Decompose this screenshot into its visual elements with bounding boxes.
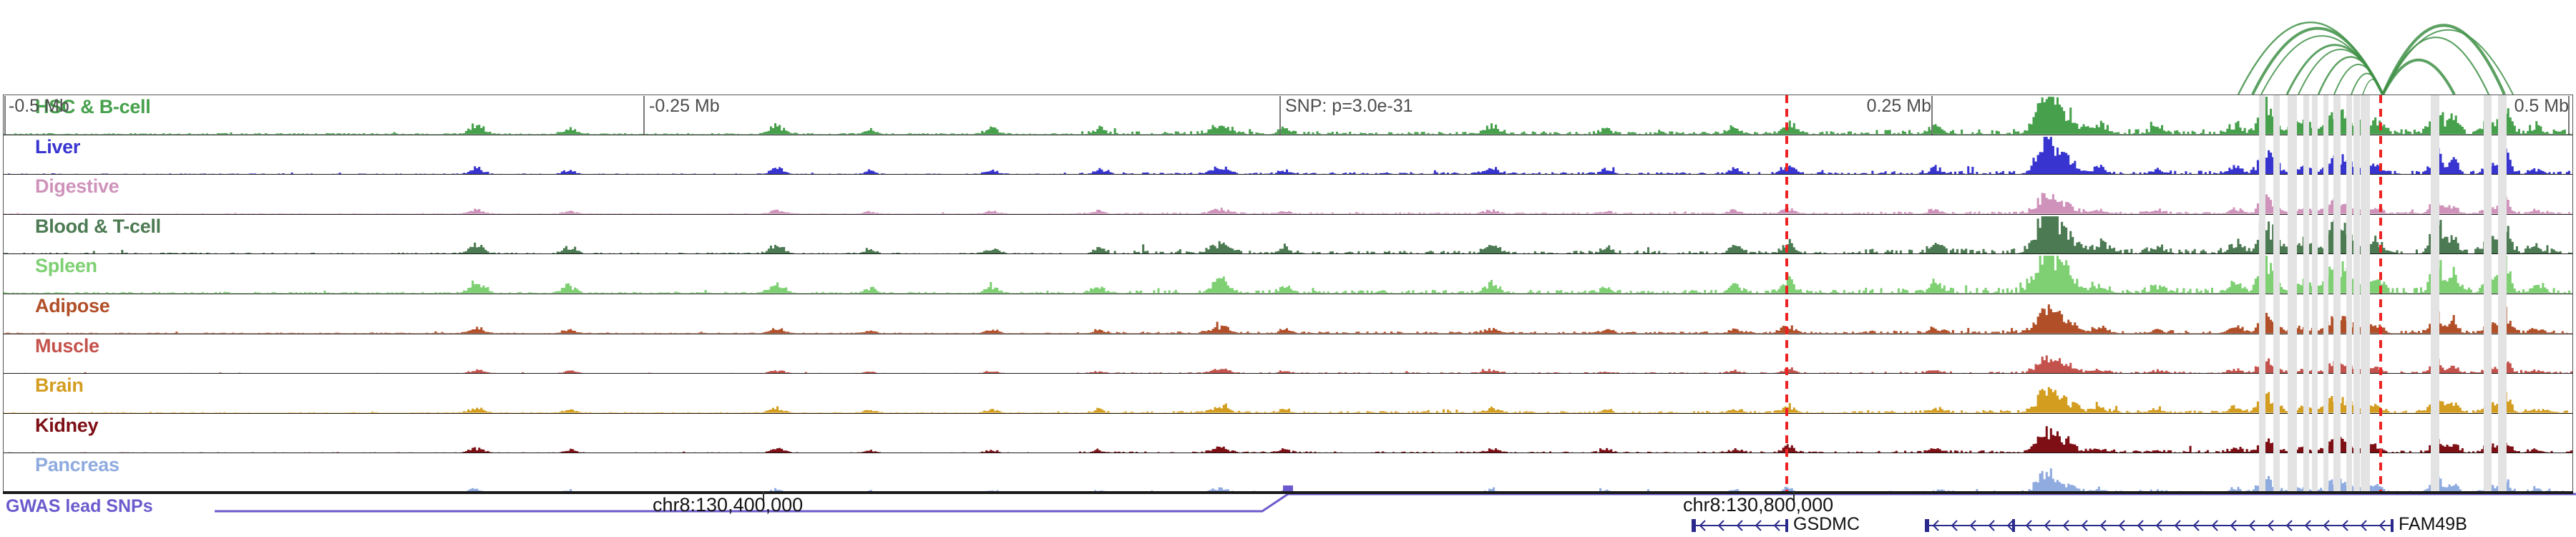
- interaction-arc: [2362, 79, 2384, 95]
- gene-end-cap: [1785, 519, 1788, 532]
- gene-strand-arrow: [2174, 520, 2181, 531]
- track-row-kidney[interactable]: Kidney: [4, 414, 2572, 454]
- gene-strand-arrow: [1988, 520, 1995, 531]
- chromatin-interaction-arcs: [2237, 21, 2514, 95]
- signal-histogram-hsc-b-cell: [4, 97, 2572, 135]
- signal-histogram-kidney: [4, 425, 2572, 453]
- gene-strand-arrow: [1699, 520, 1706, 531]
- gwas-lead-snp-marker[interactable]: [1283, 485, 1293, 493]
- interaction-arc: [2381, 58, 2456, 95]
- track-row-digestive[interactable]: Digestive: [4, 175, 2572, 215]
- gwas-lead-snps-label: GWAS lead SNPs: [6, 496, 153, 516]
- gene-strand-arrow: [2323, 520, 2330, 531]
- gene-strand-arrow: [2192, 520, 2200, 531]
- gene-strand-arrow: [2248, 520, 2255, 531]
- axis-tick: [763, 491, 764, 503]
- interaction-arc: [2382, 29, 2514, 95]
- gene-exon: [1692, 519, 1696, 532]
- signal-histogram-spleen: [4, 256, 2572, 294]
- gene-name-gsdmc[interactable]: GSDMC: [1793, 514, 1860, 534]
- gwas-signal-line: [215, 493, 2576, 513]
- gene-strand-arrow: [2155, 520, 2162, 531]
- track-row-adipose[interactable]: Adipose: [4, 294, 2572, 334]
- gene-strand-arrow: [2230, 520, 2237, 531]
- axis-coordinate-label: chr8:130,400,000: [653, 494, 804, 516]
- gene-strand-arrow: [2379, 520, 2386, 531]
- gene-strand-arrow: [1773, 520, 1780, 531]
- track-rows-container: HSC & B-cell Liver Digestive Blood & T-cell…: [4, 95, 2572, 492]
- signal-histogram-pancreas: [467, 468, 2566, 492]
- gene-end-cap: [2391, 519, 2394, 532]
- track-row-muscle[interactable]: Muscle: [4, 334, 2572, 374]
- gene-strand-arrow: [2304, 520, 2311, 531]
- gene-strand-arrow: [1717, 520, 1724, 531]
- track-row-hsc-b-cell[interactable]: HSC & B-cell: [4, 95, 2572, 135]
- gene-exon: [1925, 519, 1929, 532]
- gene-strand-arrow: [2006, 520, 2014, 531]
- gene-annotation-track: [1692, 519, 2394, 532]
- track-row-liver[interactable]: Liver: [4, 135, 2572, 175]
- axis-coordinate-label: chr8:130,800,000: [1683, 494, 1834, 516]
- signal-histogram-liver: [4, 136, 2572, 175]
- track-row-spleen[interactable]: Spleen: [4, 254, 2572, 294]
- genome-axis-line: [3, 491, 2573, 494]
- gene-name-fam49b[interactable]: FAM49B: [2399, 514, 2467, 534]
- track-row-blood-t-cell[interactable]: Blood & T-cell: [4, 215, 2572, 255]
- gene-strand-arrow: [2267, 520, 2274, 531]
- gene-strand-arrow: [1932, 520, 1939, 531]
- axis-tick: [1793, 491, 1795, 503]
- gene-strand-arrow: [2099, 520, 2107, 531]
- gene-strand-arrow: [2081, 520, 2088, 531]
- gene-strand-arrow: [2360, 520, 2367, 531]
- gene-strand-arrow: [2341, 520, 2348, 531]
- track-row-brain[interactable]: Brain: [4, 374, 2572, 414]
- gene-strand-arrow: [2062, 520, 2069, 531]
- gene-strand-arrow: [1969, 520, 1976, 531]
- gene-strand-arrow: [1755, 520, 1762, 531]
- gene-strand-arrow: [2025, 520, 2032, 531]
- gene-strand-arrow: [2137, 520, 2144, 531]
- signal-histogram-brain: [4, 383, 2572, 413]
- gene-strand-arrow: [2118, 520, 2125, 531]
- signal-tracks-panel: HSC & B-cell Liver Digestive Blood & T-cell…: [3, 95, 2573, 493]
- gene-strand-arrow: [1951, 520, 1958, 531]
- gwas-lead-snps-track: [215, 485, 2576, 513]
- signal-histogram-muscle: [4, 354, 2572, 374]
- signal-histogram-digestive: [4, 193, 2572, 214]
- gene-strand-arrow: [2211, 520, 2218, 531]
- gene-strand-arrow: [1736, 520, 1743, 531]
- gene-strand-arrow: [2044, 520, 2051, 531]
- signal-histogram-adipose: [4, 304, 2572, 334]
- gene-exon: [2012, 519, 2015, 532]
- signal-histogram-blood-t-cell: [4, 216, 2572, 254]
- interaction-arc: [2381, 24, 2506, 95]
- gene-strand-arrow: [2285, 520, 2293, 531]
